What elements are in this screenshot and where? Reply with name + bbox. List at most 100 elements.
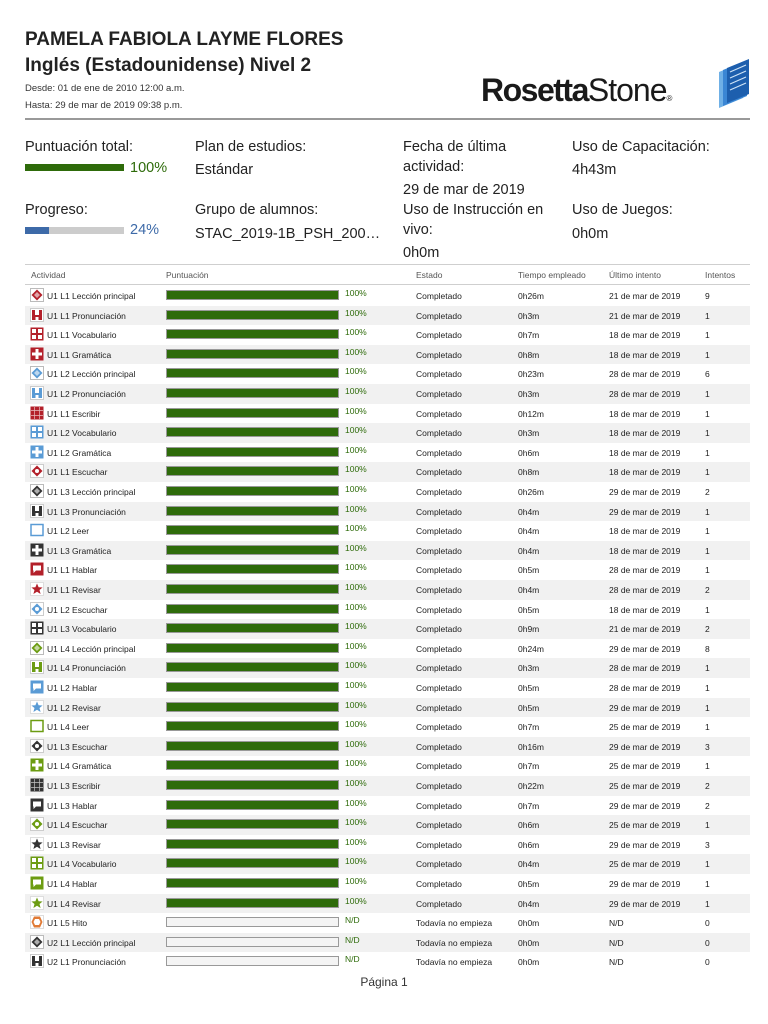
- header-divider: [25, 118, 750, 120]
- activity-name: U1 L2 Leer: [47, 526, 90, 537]
- table-row: U1 L4 Vocabulario 100% Completado 0h4m 25 de…: [25, 854, 750, 874]
- curriculum-label: Plan de estudios:: [195, 139, 307, 155]
- date-range-to: Hasta: 29 de mar de 2019 09:38 p.m.: [25, 100, 183, 111]
- row-status: Completado: [416, 369, 462, 380]
- logo-wordmark: RosettaStone®: [481, 72, 672, 109]
- row-status: Todavía no empieza: [416, 937, 493, 948]
- activity-name: U1 L1 Escribir: [47, 408, 101, 419]
- row-score-bar-fill: [167, 604, 338, 613]
- table-row: U1 L2 Gramática 100% Completado 0h6m 18 de m…: [25, 443, 750, 463]
- row-status: Completado: [416, 545, 462, 556]
- row-last-attempt: 29 de mar de 2019: [609, 839, 681, 850]
- reading-green-icon: [30, 719, 44, 733]
- last-activity-label-line2: actividad:: [403, 159, 465, 175]
- row-score-percent: 100%: [345, 797, 367, 808]
- row-score-percent: 100%: [345, 895, 367, 906]
- activity-name: U1 L3 Hablar: [47, 800, 98, 811]
- row-attempts: 1: [705, 330, 710, 341]
- row-score-bar-fill: [167, 898, 338, 907]
- row-status: Completado: [416, 330, 462, 341]
- writing-red-icon: [30, 406, 44, 420]
- activity-name: U1 L1 Lección principal: [47, 291, 136, 301]
- row-score-percent: 100%: [345, 542, 367, 553]
- row-status: Completado: [416, 820, 462, 831]
- row-last-attempt: 28 de mar de 2019: [609, 369, 681, 380]
- activity-name: U1 L3 Escuchar: [47, 741, 108, 752]
- row-last-attempt: 18 de mar de 2019: [609, 428, 681, 439]
- row-score-percent: 100%: [345, 444, 367, 455]
- table-row: U1 L1 Escribir 100% Completado 0h12m 18 de m…: [25, 404, 750, 424]
- row-attempts: 1: [705, 683, 710, 693]
- table-row: U2 L1 Pronunciación N/D Todavía no empieza…: [25, 952, 750, 972]
- header-time: Tiempo empleado: [518, 270, 586, 280]
- row-status: Completado: [416, 447, 462, 458]
- row-last-attempt: 25 de mar de 2019: [609, 820, 681, 831]
- row-score-percent: 100%: [345, 836, 367, 847]
- row-score-bar: [166, 309, 339, 320]
- row-time-spent: 0h8m: [518, 467, 540, 478]
- row-last-attempt: 18 de mar de 2019: [609, 545, 681, 556]
- row-score-percent: 100%: [345, 680, 367, 690]
- progress-label: Progreso:: [25, 202, 88, 218]
- row-score-bar: [166, 525, 339, 536]
- pronunciation-green-icon: [30, 660, 44, 675]
- row-status: Completado: [416, 839, 462, 850]
- row-attempts: 1: [705, 506, 710, 517]
- row-score-percent: 100%: [345, 876, 367, 886]
- row-last-attempt: 28 de mar de 2019: [609, 389, 681, 399]
- activity-name: U1 L2 Hablar: [47, 683, 98, 693]
- row-score-percent: 100%: [345, 484, 367, 494]
- row-score-percent: 100%: [345, 778, 367, 788]
- row-time-spent: 0h7m: [518, 330, 540, 341]
- table-row: U1 L5 Hito N/D Todavía no empieza 0h0m N/D 0: [25, 913, 750, 933]
- row-time-spent: 0h3m: [518, 310, 540, 321]
- live-instruction-label-line2: vivo:: [403, 222, 433, 238]
- row-score-percent: 100%: [345, 386, 367, 396]
- row-last-attempt: 18 de mar de 2019: [609, 330, 681, 341]
- activity-name: U1 L1 Escuchar: [47, 467, 108, 478]
- row-time-spent: 0h5m: [518, 879, 540, 889]
- logo-book-icon: [719, 59, 749, 108]
- row-time-spent: 0h9m: [518, 624, 540, 635]
- pronunciation-red-icon: [30, 307, 44, 322]
- row-time-spent: 0h0m: [518, 918, 540, 929]
- row-status: Completado: [416, 291, 462, 301]
- row-score-percent: 100%: [345, 464, 367, 475]
- row-last-attempt: 29 de mar de 2019: [609, 879, 681, 889]
- activity-name: U1 L2 Escuchar: [47, 604, 108, 615]
- table-row: U1 L1 Lección principal 100% Completado 0h2…: [25, 286, 750, 306]
- row-score-bar-fill: [167, 467, 338, 476]
- table-row: U1 L2 Hablar 100% Completado 0h5m 28 de mar …: [25, 678, 750, 698]
- course-title: Inglés (Estadounidense) Nivel 2: [25, 55, 312, 76]
- row-status: Completado: [416, 702, 462, 713]
- row-attempts: 0: [705, 957, 710, 968]
- activity-name: U1 L2 Lección principal: [47, 369, 136, 380]
- row-score-bar-fill: [167, 349, 338, 358]
- activity-name: U1 L1 Revisar: [47, 585, 101, 595]
- logo-registered-mark: ®: [666, 94, 672, 103]
- pronunciation-blue-icon: [30, 386, 44, 400]
- row-status: Completado: [416, 565, 462, 576]
- row-time-spent: 0h6m: [518, 839, 540, 850]
- row-score-bar: [166, 388, 339, 398]
- row-last-attempt: 29 de mar de 2019: [609, 741, 681, 752]
- activity-name: U1 L3 Escribir: [47, 781, 101, 791]
- total-score-label: Puntuación total:: [25, 139, 134, 155]
- games-usage-value: 0h0m: [572, 226, 609, 242]
- logo-word-regular: Stone: [587, 72, 668, 108]
- row-score-percent: N/D: [345, 915, 360, 926]
- row-score-bar: [166, 368, 339, 379]
- row-score-bar-fill: [167, 506, 338, 515]
- total-score-percent: 100%: [130, 160, 168, 176]
- activity-name: U1 L4 Revisar: [47, 898, 101, 909]
- row-time-spent: 0h4m: [518, 898, 540, 909]
- row-score-percent: 100%: [345, 523, 367, 534]
- row-time-spent: 0h26m: [518, 291, 544, 301]
- grammar-dark-icon: [30, 543, 44, 557]
- row-score-bar: [166, 584, 339, 594]
- row-score-bar: [166, 446, 339, 457]
- listening-red-icon: [30, 464, 44, 479]
- grammar-green-icon: [30, 758, 44, 772]
- row-time-spent: 0h7m: [518, 722, 540, 733]
- row-time-spent: 0h5m: [518, 702, 540, 713]
